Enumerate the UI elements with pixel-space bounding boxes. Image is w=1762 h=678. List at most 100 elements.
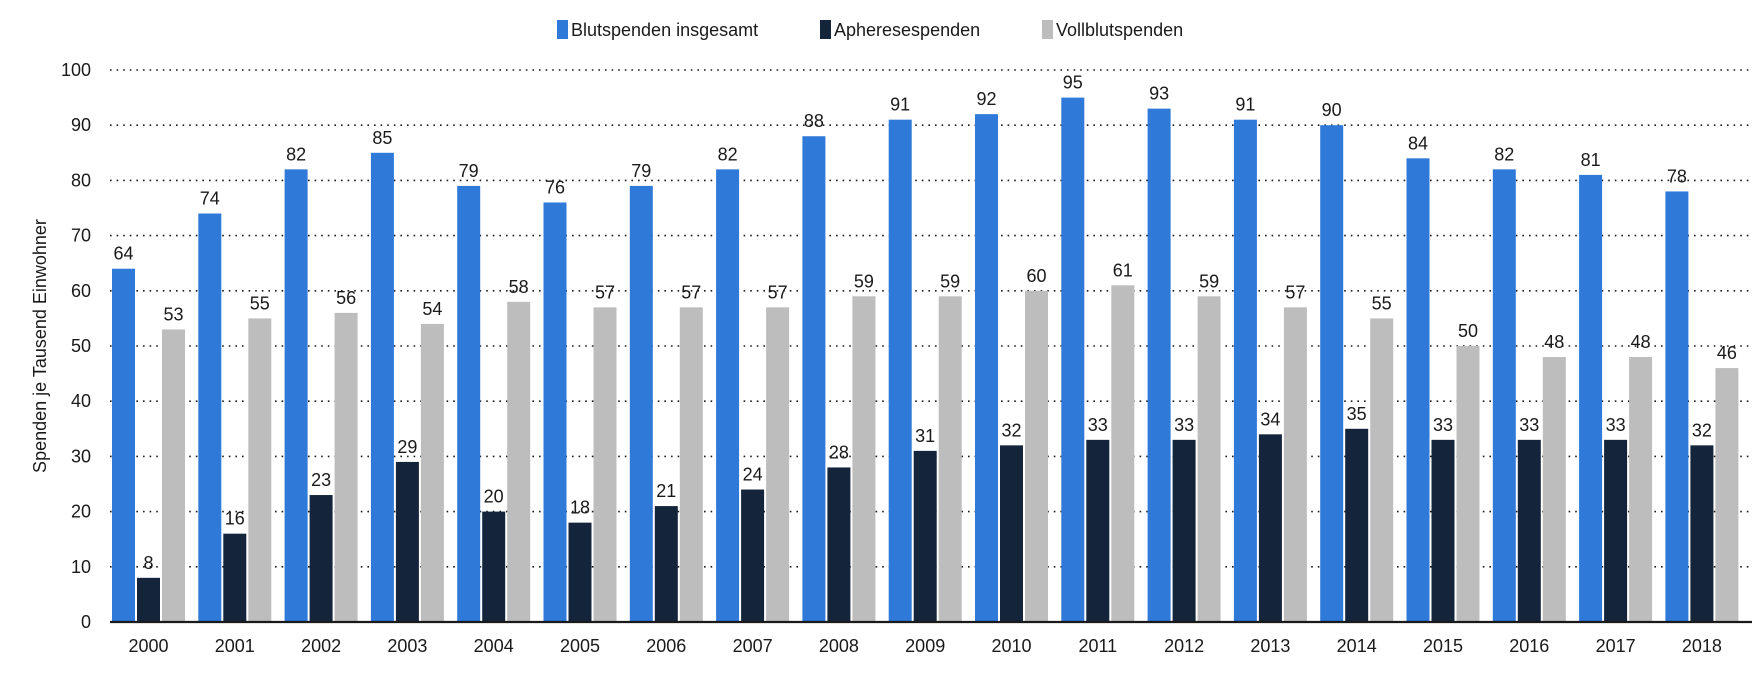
bar [1604,439,1628,622]
x-tick-label: 2008 [819,636,859,656]
x-tick-label: 2007 [733,636,773,656]
data-labels: 64 8 53 74 16 55 82 23 56 85 29 54 79 20 58 76 18 57 79 21 5… [113,73,1736,573]
bar-value-label: 46 [1717,343,1737,363]
bar-value-label: 58 [509,277,529,297]
bar [420,323,444,622]
bar [1345,428,1369,622]
y-tick-label: 70 [71,226,91,246]
bar-value-label: 24 [743,465,763,485]
bar-value-label: 91 [1235,95,1255,115]
x-tick-label: 2006 [646,636,686,656]
x-tick-label: 2009 [905,636,945,656]
bar-value-label: 34 [1260,409,1280,429]
x-tick-label: 2002 [301,636,341,656]
bar [1542,357,1566,622]
bar-value-label: 32 [1692,420,1712,440]
bar-value-label: 35 [1347,404,1367,424]
bar-value-label: 33 [1519,415,1539,435]
bar-value-label: 92 [976,89,996,109]
bar-value-label: 33 [1088,415,1108,435]
y-tick-label: 40 [71,391,91,411]
bar-value-label: 8 [143,553,153,573]
bar-value-label: 29 [397,437,417,457]
bar-value-label: 21 [656,481,676,501]
y-tick-label: 100 [61,60,91,80]
bar-value-label: 55 [1372,293,1392,313]
y-tick-label: 90 [71,115,91,135]
bar [593,307,617,622]
x-axis-ticks: 2000 2001 2002 2003 2004 2005 2006 2007 2008 2009… [128,636,1721,656]
bar-value-label: 84 [1408,133,1428,153]
y-tick-label: 50 [71,336,91,356]
bar-value-label: 54 [422,299,442,319]
y-tick-label: 80 [71,170,91,190]
x-tick-label: 2015 [1423,636,1463,656]
bar-value-label: 81 [1581,150,1601,170]
bar-value-label: 57 [595,282,615,302]
bar [852,296,876,622]
bar [1456,346,1480,622]
y-axis-ticks: 0 10 20 30 40 50 60 70 80 90 100 [61,60,91,632]
bar-value-label: 20 [484,487,504,507]
bar-value-label: 48 [1544,332,1564,352]
bar [543,202,567,623]
bar-value-label: 28 [829,442,849,462]
bar [284,169,308,623]
bar [1233,119,1257,623]
bar [1061,97,1085,623]
y-axis-label: Spenden je Tausend Einwohner [30,219,50,473]
bar [1665,191,1689,622]
bar [1000,445,1023,622]
bar-value-label: 32 [1001,420,1021,440]
bar-value-label: 88 [804,111,824,131]
bar-value-label: 82 [718,144,738,164]
bar-value-label: 85 [372,128,392,148]
x-tick-label: 2000 [128,636,168,656]
bar [1370,318,1394,622]
legend-label: Apheresespenden [834,20,980,40]
legend-swatch [820,20,831,39]
bar [975,114,998,622]
bar [679,307,703,622]
bar [248,318,272,622]
bar-value-label: 57 [1285,282,1305,302]
bar-value-label: 33 [1174,415,1194,435]
bar-value-label: 79 [459,161,479,181]
bar-value-label: 60 [1026,266,1046,286]
bar-value-label: 95 [1063,73,1083,93]
bar-value-label: 57 [768,282,788,302]
bar [1197,296,1221,622]
bar-value-label: 59 [854,271,874,291]
legend-swatch [557,20,568,39]
bar [482,511,506,622]
bar-value-label: 61 [1113,260,1133,280]
x-tick-label: 2004 [474,636,514,656]
bar [1492,169,1516,623]
x-tick-label: 2016 [1509,636,1549,656]
bars [112,97,1739,623]
bar-value-label: 59 [1199,271,1219,291]
bar [1715,368,1739,622]
bar-value-label: 59 [940,271,960,291]
bar [827,467,851,622]
bar-value-label: 33 [1606,415,1626,435]
x-tick-label: 2001 [215,636,255,656]
bar-value-label: 16 [225,509,245,529]
x-tick-label: 2014 [1337,636,1377,656]
x-tick-label: 2018 [1682,636,1722,656]
bar [629,185,653,623]
bar [766,307,790,622]
legend-label: Blutspenden insgesamt [571,20,758,40]
bar-value-label: 50 [1458,321,1478,341]
bar-value-label: 57 [681,282,701,302]
x-tick-label: 2011 [1078,636,1117,656]
y-tick-label: 30 [71,446,91,466]
bar-value-label: 78 [1667,166,1687,186]
bar [1431,439,1455,622]
bar [1086,439,1110,622]
y-tick-label: 60 [71,281,91,301]
bar-value-label: 33 [1433,415,1453,435]
bar-value-label: 74 [200,189,220,209]
